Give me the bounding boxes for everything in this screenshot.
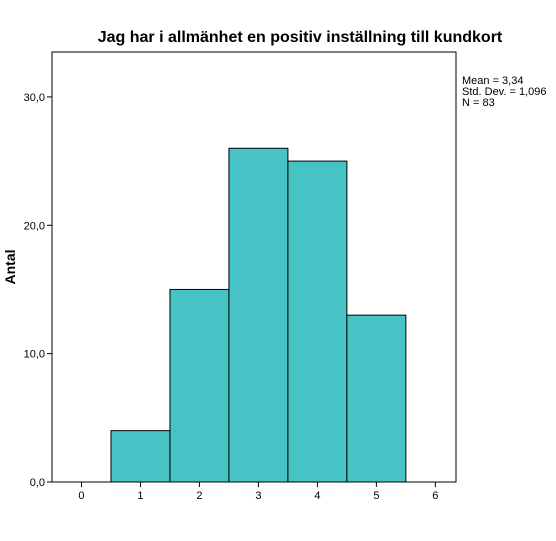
chart-title: Jag har i allmänhet en positiv inställni… — [98, 29, 503, 46]
x-tick-label: 3 — [255, 490, 261, 502]
y-axis-ticks: 0,0 10,0 20,0 30,0 — [24, 92, 52, 489]
y-tick-label: 20,0 — [24, 220, 45, 232]
stats-std-dev: Std. Dev. = 1,096 — [462, 86, 547, 98]
bar-3 — [228, 147, 289, 483]
y-tick-label: 0,0 — [30, 477, 45, 489]
y-tick-label: 30,0 — [24, 92, 45, 104]
bar-5 — [346, 314, 407, 483]
stats-box: Mean = 3,34 Std. Dev. = 1,096 N = 83 — [462, 75, 547, 109]
stats-mean: Mean = 3,34 — [462, 75, 523, 87]
bar-2 — [169, 288, 230, 483]
y-tick-label: 10,0 — [24, 349, 45, 361]
x-tick-label: 6 — [432, 490, 438, 502]
x-tick-label: 5 — [373, 490, 379, 502]
x-axis-ticks: 0 1 2 3 4 5 6 — [78, 482, 438, 502]
bar-1 — [110, 430, 171, 483]
y-axis-label: Antal — [2, 250, 18, 285]
x-tick-label: 4 — [314, 490, 320, 502]
x-tick-label: 0 — [78, 490, 84, 502]
stats-n: N = 83 — [462, 97, 495, 109]
bar-group — [110, 147, 407, 483]
bar-4 — [287, 160, 348, 483]
x-tick-label: 2 — [196, 490, 202, 502]
x-tick-label: 1 — [137, 490, 143, 502]
